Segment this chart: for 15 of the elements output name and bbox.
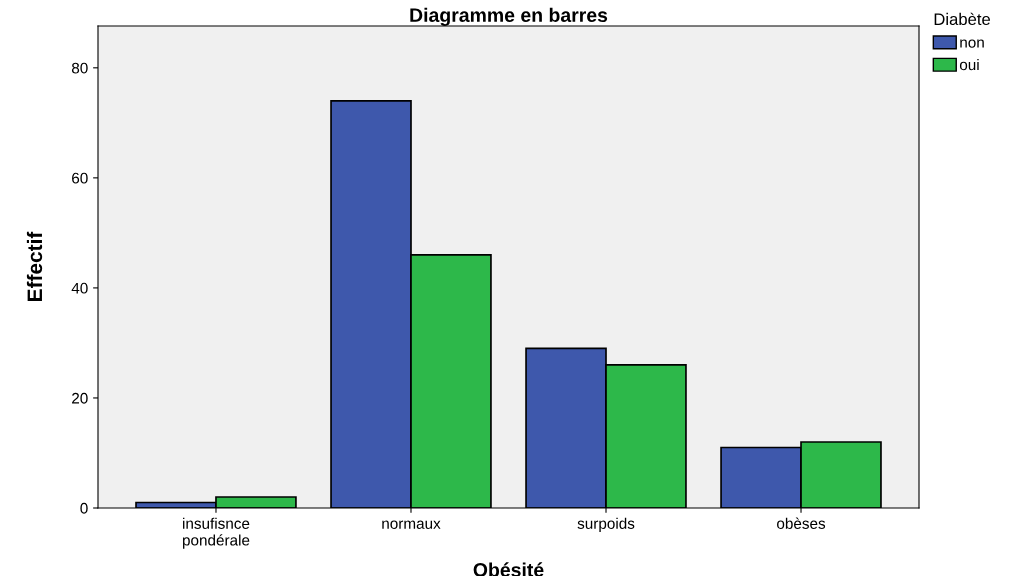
legend-label: non [960,39,984,48]
x-tick-label: insufisnce pondérale [182,517,250,549]
x-tick-label: normaux [382,520,441,529]
y-tick-label: 40 [71,282,88,294]
y-axis-title: Effectif [26,231,43,301]
y-tick-label: 60 [72,172,88,184]
y-tick-label: 80 [71,62,88,74]
legend-label: oui [959,58,979,71]
x-tick-label: obèses [777,517,826,529]
x-axis-title: Obésité [473,562,544,576]
y-tick-label: 20 [72,392,88,404]
x-tick-label: surpoids [577,517,635,532]
y-tick-label: 0 [80,502,88,514]
legend-title: Diabète [934,12,991,26]
chart-title: Diagramme en barres [410,7,608,26]
